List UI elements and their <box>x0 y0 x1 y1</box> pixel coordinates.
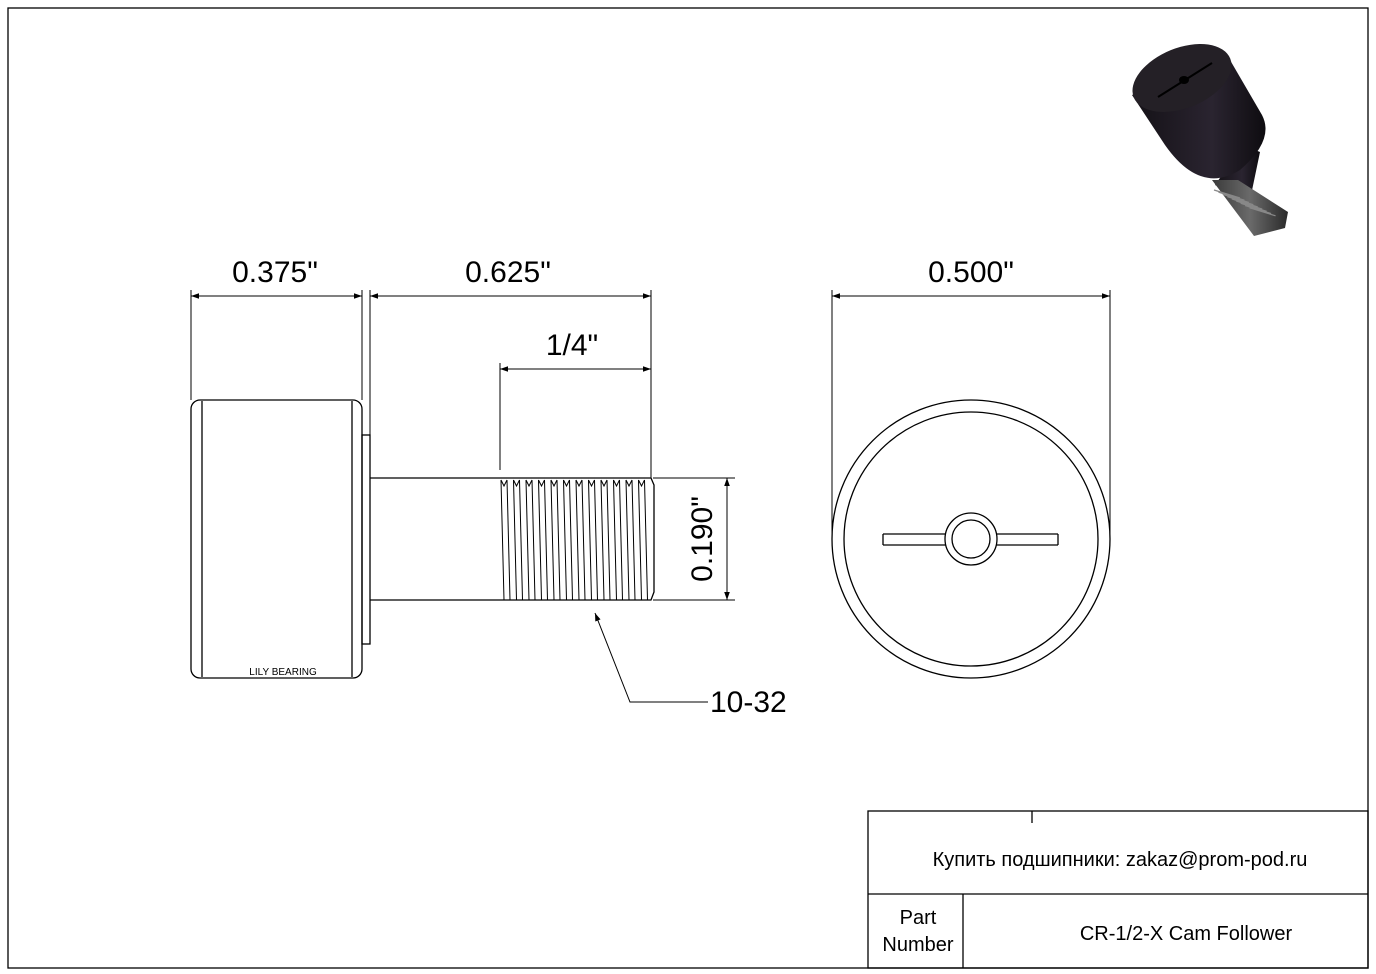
stud-shank <box>370 477 500 601</box>
title-block: Купить подшипники: zakaz@prom-pod.ru Par… <box>867 810 1369 969</box>
thread-outline <box>500 477 655 601</box>
dim-stud-length: 0.625" <box>465 256 551 289</box>
contact-text: Купить подшипники: zakaz@prom-pod.ru <box>933 849 1308 871</box>
drawing-border <box>7 7 1369 969</box>
product-render-image <box>1132 44 1288 236</box>
thread-crest <box>538 479 548 601</box>
thread-crest <box>588 479 598 601</box>
render-thread-line <box>1218 191 1245 201</box>
end-view <box>831 399 1111 679</box>
roller-outline <box>190 399 363 679</box>
flange <box>361 434 371 645</box>
thread-crest <box>525 479 536 601</box>
dim-roller-diameter: 0.500" <box>928 256 1014 289</box>
extension-lines <box>190 290 1111 601</box>
render-thread-line <box>1244 204 1272 215</box>
thread-crest <box>550 479 561 601</box>
thread <box>500 477 655 601</box>
side-view: LILY BEARING <box>190 399 655 679</box>
render-thread-line <box>1227 196 1254 206</box>
thread-crest <box>513 479 523 601</box>
thread-crest <box>613 479 623 601</box>
render-thread-line <box>1240 202 1267 212</box>
render-thread-line <box>1213 189 1241 199</box>
part-number: CR-1/2-X Cam Follower <box>1080 923 1293 945</box>
roller-marking: LILY BEARING <box>249 667 317 678</box>
thread-crest <box>600 479 611 601</box>
thread-crest <box>638 479 648 601</box>
render-thread-line <box>1231 198 1258 208</box>
thread-crest <box>563 479 573 601</box>
dim-roller-width: 0.375" <box>232 256 318 289</box>
thread-spec-label: 10-32 <box>710 686 787 719</box>
dim-stud-diameter: 0.190" <box>686 496 719 582</box>
render-thread-line <box>1249 207 1276 217</box>
render-thread-line <box>1222 193 1250 204</box>
number-label: Number <box>882 934 953 956</box>
thread-crest <box>500 479 511 601</box>
dim-thread-length: 1/4" <box>546 329 598 362</box>
part-label: Part <box>900 907 937 929</box>
thread-crest <box>625 479 636 601</box>
render-thread-line <box>1236 200 1263 210</box>
dimension-lines <box>191 293 1110 703</box>
thread-crest <box>575 479 586 601</box>
